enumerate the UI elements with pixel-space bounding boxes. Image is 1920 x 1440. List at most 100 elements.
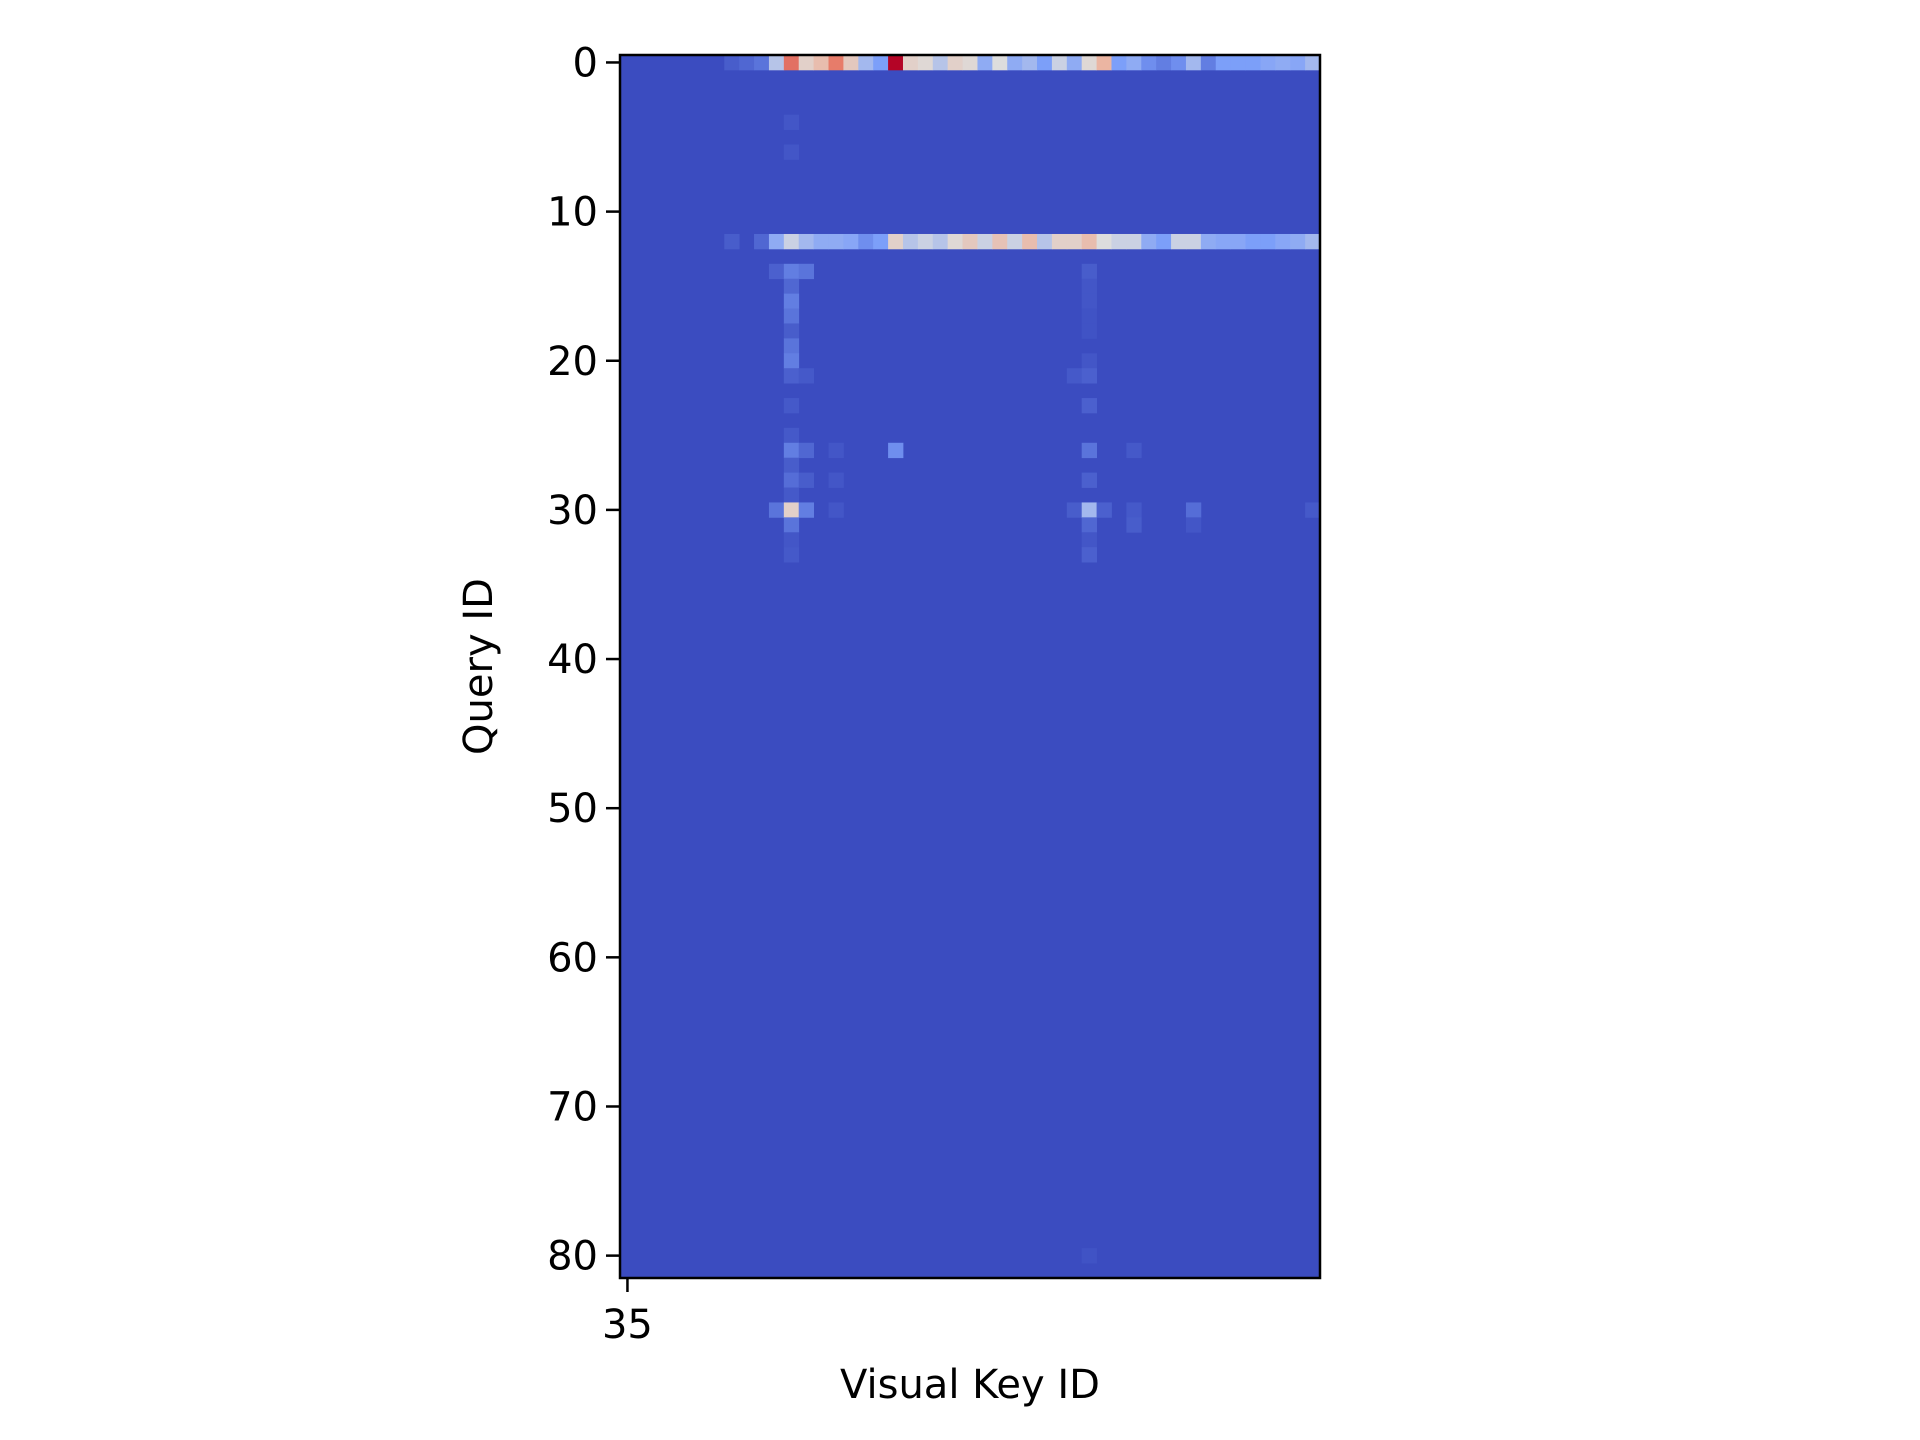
heatmap-cell <box>783 487 800 503</box>
heatmap-cell <box>1185 233 1202 250</box>
heatmap-cell <box>754 55 770 71</box>
heatmap-cell <box>1275 55 1291 71</box>
heatmap-cell <box>828 472 844 488</box>
heatmap-cell <box>1185 517 1202 533</box>
heatmap-cell <box>828 502 844 518</box>
heatmap-cell <box>1126 517 1142 533</box>
heatmap-cell <box>783 442 800 459</box>
heatmap-cell <box>1141 55 1157 71</box>
heatmap-cell <box>1290 55 1306 71</box>
heatmap-cell <box>783 427 800 444</box>
heatmap-cell <box>798 55 815 71</box>
heatmap-cell <box>858 55 874 71</box>
heatmap-cell <box>1230 55 1246 71</box>
heatmap-cell <box>783 547 800 563</box>
heatmap-cell <box>783 457 800 474</box>
heatmap-cell <box>1141 233 1157 250</box>
heatmap-cell <box>917 55 934 71</box>
heatmap-cell <box>1305 502 1321 518</box>
heatmap-cell <box>1051 233 1068 250</box>
heatmap-cell <box>932 55 949 71</box>
heatmap-cell <box>1185 55 1202 71</box>
heatmap-cell <box>768 55 785 71</box>
heatmap-cell <box>1215 55 1232 71</box>
heatmap-cell <box>1081 278 1097 295</box>
heatmap-cell <box>783 144 800 160</box>
heatmap-cell <box>1290 233 1306 250</box>
y-tick-label: 30 <box>547 488 598 534</box>
heatmap-cell <box>783 338 800 354</box>
heatmap-cell <box>1096 502 1112 518</box>
heatmap-cell <box>977 233 993 250</box>
heatmap-cell <box>888 233 904 250</box>
heatmap-cell <box>1111 55 1127 71</box>
plot-frame <box>618 53 1322 1280</box>
heatmap-cell <box>843 233 859 250</box>
heatmap-cell <box>813 55 829 71</box>
y-axis-ticks: 0 10 20 30 40 50 60 70 80 <box>547 40 620 1280</box>
heatmap-cell <box>798 233 815 250</box>
x-tick-label: 35 <box>602 1302 653 1348</box>
heatmap-cell <box>917 233 934 250</box>
heatmap-cell <box>783 233 800 250</box>
heatmap-cell <box>1096 233 1112 250</box>
heatmap-cell <box>783 398 800 414</box>
heatmap-cell <box>947 233 963 250</box>
heatmap-cell <box>1081 353 1097 369</box>
heatmap-cell <box>1156 233 1172 250</box>
heatmap-cell <box>1081 442 1097 459</box>
heatmap-cell <box>768 263 785 280</box>
heatmap-cell <box>1007 233 1023 250</box>
x-axis-label: Visual Key ID <box>840 1362 1100 1408</box>
heatmap-cell <box>992 233 1008 250</box>
heatmap-cell <box>783 293 800 309</box>
heatmap-cell <box>1081 532 1097 548</box>
heatmap-cell <box>1230 233 1246 250</box>
heatmap-cell <box>1275 233 1291 250</box>
y-tick-label: 60 <box>547 935 598 981</box>
heatmap-cell <box>947 55 963 71</box>
heatmap-cell <box>798 502 815 518</box>
heatmap-cell <box>783 263 800 280</box>
heatmap-cell <box>783 532 800 548</box>
heatmap-cell <box>798 368 815 384</box>
heatmap-cells <box>724 55 1321 1264</box>
heatmap-cell <box>1081 472 1097 488</box>
y-tick-label: 70 <box>547 1084 598 1130</box>
heatmap-cell <box>1260 233 1276 250</box>
heatmap-cell <box>1037 233 1053 250</box>
heatmap-cell <box>754 233 770 250</box>
heatmap-cell <box>783 368 800 384</box>
heatmap-cell <box>1245 55 1261 71</box>
heatmap-cell <box>977 55 993 71</box>
heatmap-cell <box>1007 55 1023 71</box>
plot-background <box>620 55 1320 1278</box>
heatmap-cell <box>1156 55 1172 71</box>
y-tick-label: 80 <box>547 1234 598 1280</box>
y-tick-label: 20 <box>547 339 598 385</box>
heatmap-cell <box>1171 55 1187 71</box>
y-tick-label: 0 <box>573 40 598 86</box>
y-axis-label: Query ID <box>456 578 502 755</box>
heatmap-cell <box>1051 55 1068 71</box>
heatmap-cell <box>828 442 844 459</box>
heatmap-cell <box>1081 233 1097 250</box>
heatmap-cell <box>932 233 949 250</box>
heatmap-cell <box>783 517 800 533</box>
heatmap-cell <box>1245 233 1261 250</box>
heatmap-cell <box>992 55 1008 71</box>
heatmap-cell <box>1126 233 1142 250</box>
heatmap-cell <box>1111 233 1127 250</box>
y-tick-label: 40 <box>547 637 598 683</box>
heatmap-cell <box>1081 1248 1097 1264</box>
heatmap-cell <box>1171 233 1187 250</box>
heatmap-cell <box>798 263 815 280</box>
heatmap-cell <box>1022 55 1038 71</box>
heatmap-cell <box>902 55 919 71</box>
heatmap-cell <box>724 233 740 250</box>
heatmap-cell <box>1305 55 1321 71</box>
heatmap-cell <box>1037 55 1053 71</box>
heatmap-cell <box>1081 502 1097 518</box>
heatmap-cell <box>858 233 874 250</box>
